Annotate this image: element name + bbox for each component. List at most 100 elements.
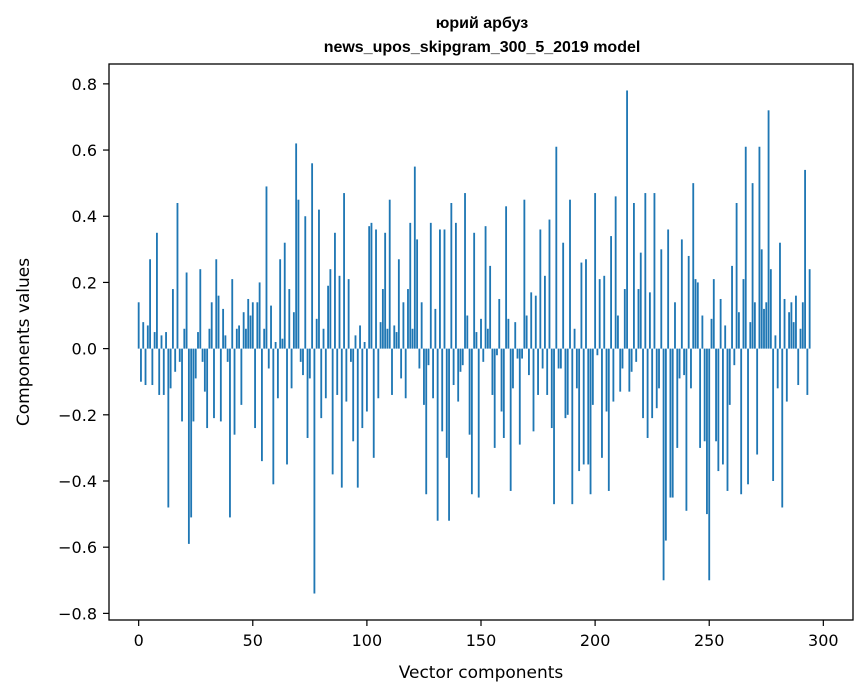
bar	[628, 348, 631, 392]
bar	[505, 206, 508, 349]
bar	[267, 348, 270, 369]
bar	[345, 348, 348, 402]
x-tick-label: 100	[352, 631, 383, 650]
bar	[669, 348, 672, 498]
y-tick-label: 0.2	[72, 273, 97, 292]
bar	[169, 348, 172, 389]
bar	[696, 282, 699, 349]
bar	[532, 348, 535, 432]
bar	[546, 348, 549, 395]
bar	[190, 348, 193, 518]
bar	[685, 348, 688, 511]
bar	[651, 348, 654, 419]
bar	[176, 203, 179, 349]
bar	[614, 196, 617, 349]
bar	[350, 348, 352, 362]
bar	[156, 232, 158, 349]
bar	[448, 348, 450, 521]
bar	[680, 239, 683, 349]
y-tick-label: 0.6	[72, 141, 97, 160]
bar	[512, 348, 514, 389]
bars-group	[137, 90, 811, 594]
bar	[724, 325, 727, 349]
bar	[763, 308, 765, 349]
bar	[633, 203, 635, 349]
bar	[790, 302, 793, 349]
bar	[660, 249, 663, 349]
bar	[395, 332, 398, 349]
bar	[445, 348, 448, 458]
bar	[270, 305, 272, 349]
bar	[434, 308, 437, 349]
bar	[587, 348, 590, 465]
bar	[343, 193, 345, 349]
y-tick-label: 0.4	[72, 207, 97, 226]
y-tick-label: −0.8	[58, 604, 97, 623]
bar	[322, 328, 325, 349]
bar	[162, 348, 165, 395]
bar	[276, 348, 279, 399]
bar	[183, 328, 186, 349]
bar	[217, 295, 220, 349]
bar	[630, 348, 633, 372]
bar	[605, 348, 608, 412]
bar	[601, 348, 603, 458]
bar	[621, 348, 624, 369]
bar	[765, 302, 768, 349]
bar	[591, 348, 594, 405]
bar	[416, 239, 419, 349]
bar	[254, 348, 256, 429]
bar	[758, 146, 761, 349]
bar	[573, 328, 576, 349]
y-tick-label: −0.2	[58, 406, 97, 425]
bar	[596, 348, 599, 356]
bar	[384, 232, 387, 349]
bar	[676, 348, 679, 448]
y-axis-label: Components values	[14, 258, 34, 426]
bar	[569, 199, 571, 349]
bar	[516, 348, 519, 359]
bar	[327, 285, 330, 349]
bar	[235, 328, 238, 349]
bar	[420, 302, 423, 349]
bar	[329, 269, 332, 349]
bar	[153, 332, 156, 349]
bar	[379, 322, 382, 349]
bar	[167, 348, 170, 508]
bar	[737, 312, 740, 349]
y-tick-label: −0.6	[58, 538, 97, 557]
bar	[423, 348, 425, 405]
bar	[687, 255, 690, 349]
bar	[553, 348, 555, 505]
bar	[247, 298, 250, 349]
x-tick-label: 50	[243, 631, 263, 650]
bar	[639, 252, 642, 349]
bar	[318, 209, 320, 349]
bar	[334, 232, 336, 349]
bar	[582, 348, 585, 465]
bar	[610, 236, 612, 349]
bar	[708, 348, 711, 581]
bar	[701, 315, 704, 349]
bar	[331, 348, 334, 475]
bar	[788, 312, 791, 349]
bar	[178, 348, 181, 362]
bar	[404, 348, 407, 399]
bar	[664, 348, 667, 541]
bar	[340, 348, 343, 488]
bar	[648, 292, 651, 349]
bar	[598, 279, 601, 349]
bar	[242, 312, 245, 349]
bar	[475, 332, 478, 349]
bar	[557, 348, 560, 369]
bar	[165, 332, 167, 349]
bar	[580, 262, 583, 349]
bar	[149, 259, 151, 349]
bar	[199, 269, 202, 349]
bar	[400, 348, 403, 379]
bar	[801, 302, 804, 349]
bar	[747, 348, 749, 485]
bar	[432, 348, 434, 399]
bar	[181, 348, 183, 422]
